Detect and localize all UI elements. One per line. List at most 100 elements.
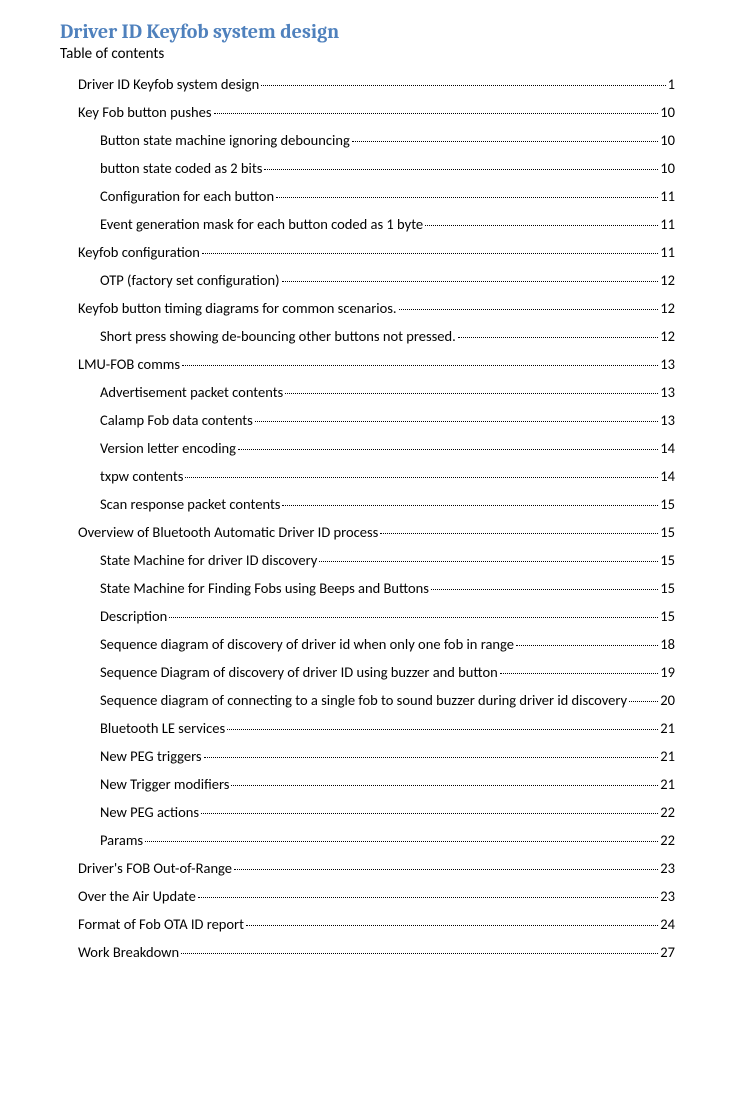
toc-entry-label: Format of Fob OTA ID report xyxy=(78,917,244,932)
toc-entry-page: 19 xyxy=(660,665,675,680)
toc-entry-page: 13 xyxy=(660,357,675,372)
toc-leader-dots xyxy=(238,449,658,450)
toc-entry[interactable]: Keyfob button timing diagrams for common… xyxy=(78,301,675,316)
toc-leader-dots xyxy=(198,897,658,898)
toc-entry[interactable]: State Machine for Finding Fobs using Bee… xyxy=(78,581,675,596)
toc-entry[interactable]: Driver ID Keyfob system design 1 xyxy=(78,77,675,92)
toc-entry-page: 20 xyxy=(660,693,675,708)
toc-entry[interactable]: State Machine for driver ID discovery15 xyxy=(78,553,675,568)
toc-entry-label: Key Fob button pushes xyxy=(78,105,212,120)
toc-entry-page: 27 xyxy=(660,945,675,960)
toc-entry-page: 13 xyxy=(660,413,675,428)
toc-entry-page: 24 xyxy=(660,917,675,932)
toc-leader-dots xyxy=(227,729,658,730)
toc-entry-page: 15 xyxy=(660,609,675,624)
toc-entry-label: State Machine for Finding Fobs using Bee… xyxy=(100,581,429,596)
toc-leader-dots xyxy=(500,673,659,674)
toc-entry[interactable]: Work Breakdown 27 xyxy=(78,945,675,960)
toc-entry[interactable]: New PEG actions22 xyxy=(78,805,675,820)
toc-entry[interactable]: OTP (factory set configuration) 12 xyxy=(78,273,675,288)
toc-entry[interactable]: Short press showing de-bouncing other bu… xyxy=(78,329,675,344)
toc-entry[interactable]: Overview of Bluetooth Automatic Driver I… xyxy=(78,525,675,540)
toc-entry[interactable]: New PEG triggers 21 xyxy=(78,749,675,764)
toc-entry-page: 15 xyxy=(660,497,675,512)
toc-entry-page: 15 xyxy=(660,581,675,596)
toc-entry[interactable]: Bluetooth LE services21 xyxy=(78,721,675,736)
toc-leader-dots xyxy=(282,505,658,506)
toc-leader-dots xyxy=(264,169,658,170)
toc-entry-page: 12 xyxy=(660,301,675,316)
toc-leader-dots xyxy=(182,365,658,366)
toc-entry-label: Sequence Diagram of discovery of driver … xyxy=(100,665,498,680)
toc-leader-dots xyxy=(276,197,658,198)
toc-entry[interactable]: Event generation mask for each button co… xyxy=(78,217,675,232)
toc-entry[interactable]: Scan response packet contents 15 xyxy=(78,497,675,512)
toc-entry-label: Driver ID Keyfob system design xyxy=(78,77,259,92)
toc-entry[interactable]: Version letter encoding14 xyxy=(78,441,675,456)
toc-entry-label: Short press showing de-bouncing other bu… xyxy=(100,329,456,344)
toc-leader-dots xyxy=(399,309,659,310)
toc-leader-dots xyxy=(380,533,658,534)
toc-entry[interactable]: Configuration for each button11 xyxy=(78,189,675,204)
document-title: Driver ID Keyfob system design xyxy=(60,20,675,43)
toc-entry-label: LMU-FOB comms xyxy=(78,357,180,372)
toc-entry[interactable]: New Trigger modifiers21 xyxy=(78,777,675,792)
toc-entry[interactable]: Params22 xyxy=(78,833,675,848)
toc-entry-page: 18 xyxy=(660,637,675,652)
toc-entry-label: Version letter encoding xyxy=(100,441,236,456)
toc-entry[interactable]: Sequence diagram of connecting to a sing… xyxy=(78,693,675,708)
toc-leader-dots xyxy=(181,953,658,954)
toc-entry-page: 11 xyxy=(660,189,675,204)
toc-entry-label: txpw contents xyxy=(100,469,183,484)
toc-leader-dots xyxy=(319,561,658,562)
toc-entry-label: Keyfob configuration xyxy=(78,245,200,260)
toc-entry[interactable]: Format of Fob OTA ID report 24 xyxy=(78,917,675,932)
toc-leader-dots xyxy=(145,841,658,842)
toc-leader-dots xyxy=(629,701,658,702)
toc-entry[interactable]: Driver's FOB Out-of-Range23 xyxy=(78,861,675,876)
toc-entry-page: 15 xyxy=(660,553,675,568)
toc-entry[interactable]: txpw contents 14 xyxy=(78,469,675,484)
toc-entry-page: 21 xyxy=(660,749,675,764)
toc-leader-dots xyxy=(261,85,665,86)
toc-entry[interactable]: Sequence Diagram of discovery of driver … xyxy=(78,665,675,680)
toc-leader-dots xyxy=(204,757,659,758)
toc-entry[interactable]: LMU-FOB comms 13 xyxy=(78,357,675,372)
toc-entry-page: 11 xyxy=(660,217,675,232)
toc-leader-dots xyxy=(246,925,658,926)
table-of-contents: Driver ID Keyfob system design 1 Key Fob b… xyxy=(60,77,675,960)
toc-entry[interactable]: Sequence diagram of discovery of driver … xyxy=(78,637,675,652)
toc-entry[interactable]: Advertisement packet contents13 xyxy=(78,385,675,400)
toc-entry-page: 21 xyxy=(660,721,675,736)
toc-leader-dots xyxy=(185,477,658,478)
toc-entry[interactable]: Description15 xyxy=(78,609,675,624)
toc-entry-label: Scan response packet contents xyxy=(100,497,280,512)
toc-leader-dots xyxy=(285,393,658,394)
toc-leader-dots xyxy=(214,113,659,114)
toc-entry-page: 12 xyxy=(660,273,675,288)
toc-entry[interactable]: Over the Air Update 23 xyxy=(78,889,675,904)
toc-leader-dots xyxy=(516,645,658,646)
toc-entry-label: OTP (factory set configuration) xyxy=(100,273,280,288)
toc-entry[interactable]: button state coded as 2 bits 10 xyxy=(78,161,675,176)
toc-entry-label: Overview of Bluetooth Automatic Driver I… xyxy=(78,525,378,540)
toc-entry-page: 23 xyxy=(660,889,675,904)
toc-entry-label: Sequence diagram of discovery of driver … xyxy=(100,637,514,652)
toc-entry-label: button state coded as 2 bits xyxy=(100,161,262,176)
toc-entry[interactable]: Keyfob configuration 11 xyxy=(78,245,675,260)
toc-entry-label: Over the Air Update xyxy=(78,889,196,904)
toc-entry-page: 13 xyxy=(660,385,675,400)
toc-leader-dots xyxy=(431,589,658,590)
toc-entry-page: 10 xyxy=(660,161,675,176)
toc-leader-dots xyxy=(201,813,658,814)
toc-entry[interactable]: Calamp Fob data contents13 xyxy=(78,413,675,428)
toc-entry-label: Work Breakdown xyxy=(78,945,179,960)
toc-entry-label: Event generation mask for each button co… xyxy=(100,217,423,232)
toc-entry-page: 1 xyxy=(668,77,675,92)
toc-entry-label: Params xyxy=(100,833,143,848)
toc-entry-page: 11 xyxy=(660,245,675,260)
toc-entry[interactable]: Key Fob button pushes10 xyxy=(78,105,675,120)
toc-entry-page: 14 xyxy=(660,469,675,484)
toc-entry-label: New PEG triggers xyxy=(100,749,202,764)
toc-entry[interactable]: Button state machine ignoring debouncing… xyxy=(78,133,675,148)
